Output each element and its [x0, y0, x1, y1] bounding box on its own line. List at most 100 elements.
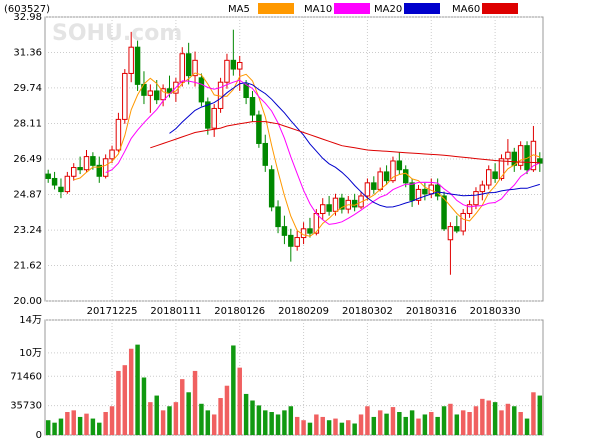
- volume-bar: [45, 420, 51, 435]
- volume-bar: [346, 420, 351, 435]
- candle-body: [288, 234, 294, 247]
- volume-bar: [326, 420, 332, 435]
- volume-bar: [390, 407, 396, 435]
- volume-bar: [486, 400, 491, 435]
- candle-body: [422, 188, 428, 195]
- ma-line: [150, 121, 540, 164]
- volume-bar: [52, 422, 57, 435]
- candle-body: [319, 204, 326, 214]
- legend-label: MA20: [374, 4, 402, 15]
- candle-body: [185, 53, 192, 77]
- volume-bar: [250, 400, 255, 435]
- candle-body: [51, 177, 58, 186]
- volume-tick-label: 10万: [19, 348, 42, 359]
- candle-body: [396, 160, 403, 171]
- candle-body: [224, 59, 230, 83]
- volume-bar: [224, 385, 230, 435]
- volume-bar: [58, 418, 64, 435]
- volume-bar: [186, 392, 191, 435]
- volume-bar: [71, 410, 76, 435]
- volume-bar: [205, 410, 211, 435]
- volume-bar: [167, 406, 172, 435]
- volume-bar: [103, 412, 108, 435]
- x-tick-label: 20180126: [214, 306, 265, 317]
- ma-line: [105, 79, 541, 225]
- y-tick-label: 21.62: [13, 261, 42, 272]
- candle-body: [434, 184, 441, 197]
- candle-body: [524, 145, 530, 171]
- candle-body: [262, 142, 269, 166]
- volume-bar: [512, 406, 517, 435]
- volume-bar: [90, 418, 96, 435]
- volume-bar: [422, 414, 428, 435]
- volume-bar: [116, 370, 121, 435]
- candle-body: [83, 156, 90, 171]
- candle-body: [90, 156, 96, 166]
- candle-body: [160, 88, 166, 101]
- candle-body: [339, 197, 345, 210]
- volume-bar: [314, 414, 319, 435]
- volume-bar: [435, 416, 440, 435]
- x-tick-label: 20180111: [150, 306, 201, 317]
- volume-bar: [148, 402, 153, 435]
- candle-body: [402, 169, 409, 184]
- candle-body: [243, 83, 249, 99]
- volume-bar: [65, 412, 70, 435]
- volume-bar: [365, 406, 370, 435]
- candle-body: [153, 90, 160, 101]
- candle-body: [77, 167, 83, 171]
- candle-body: [377, 171, 383, 190]
- legend-swatch: [334, 3, 370, 14]
- watermark: SOHU.com: [52, 21, 182, 46]
- volume-bar: [84, 413, 89, 435]
- volume-bar: [352, 423, 357, 435]
- y-tick-label: 31.36: [13, 47, 42, 58]
- candle-body: [275, 206, 281, 228]
- y-tick-label: 28.11: [13, 119, 42, 130]
- candle-body: [447, 226, 454, 241]
- candle-body: [96, 164, 103, 177]
- volume-bar: [97, 422, 102, 435]
- legend-label: MA10: [304, 4, 332, 15]
- candle-body: [192, 59, 198, 77]
- volume-bar: [429, 412, 434, 435]
- legend-swatch: [482, 3, 518, 14]
- volume-bar: [154, 395, 159, 435]
- x-tick-label: 20180209: [278, 306, 329, 317]
- candle-body: [179, 53, 186, 83]
- volume-bar: [307, 422, 313, 435]
- candle-body: [460, 212, 466, 232]
- candle-body: [466, 204, 473, 214]
- volume-bar: [77, 416, 83, 435]
- candle-body: [409, 182, 415, 201]
- volume-bar: [141, 377, 147, 435]
- volume-bar: [499, 410, 504, 435]
- volume-bar: [537, 395, 543, 435]
- volume-tick-label: 35730: [10, 401, 42, 412]
- candle-body: [326, 204, 332, 212]
- candle-body: [498, 158, 505, 179]
- candle-body: [109, 149, 115, 160]
- volume-bar: [518, 412, 523, 435]
- candle-body: [485, 169, 492, 186]
- legend-swatch: [404, 3, 440, 14]
- volume-bar: [160, 410, 166, 435]
- volume-bar: [480, 398, 485, 435]
- volume-bar: [128, 348, 134, 435]
- volume-bar: [288, 406, 294, 435]
- candle-body: [249, 97, 256, 116]
- candle-body: [479, 184, 486, 193]
- candle-body: [300, 228, 307, 239]
- volume-bar: [409, 410, 415, 435]
- volume-bar: [218, 398, 223, 435]
- legend-label: MA5: [228, 4, 250, 15]
- candle-body: [217, 81, 224, 109]
- candle-body: [58, 186, 64, 193]
- y-tick-label: 23.24: [13, 225, 42, 236]
- volume-bar: [237, 367, 242, 435]
- candle-body: [211, 107, 217, 129]
- volume-bar: [180, 379, 185, 435]
- volume-bar: [122, 365, 128, 435]
